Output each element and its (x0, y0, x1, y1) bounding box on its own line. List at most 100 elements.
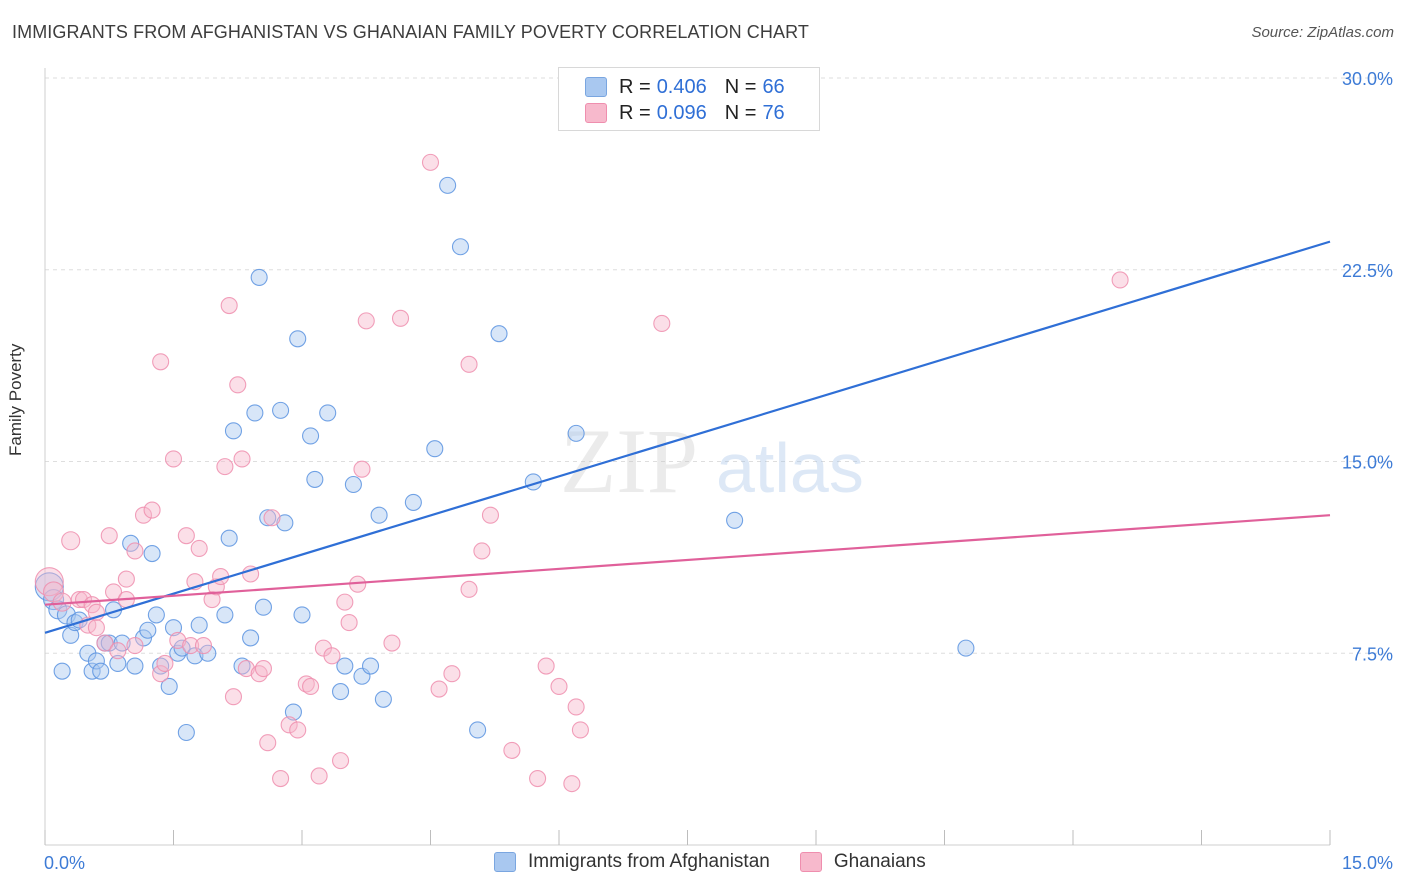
tick-labels: 7.5% 15.0% 22.5% 30.0% 0.0% 15.0% (44, 69, 1393, 873)
data-point-ghanaians (126, 637, 144, 655)
data-point-afghanistan (242, 629, 260, 647)
data-point-ghanaians (61, 531, 81, 551)
data-point-afghanistan (726, 511, 744, 529)
data-point-ghanaians (353, 460, 371, 478)
legend-n-label: N = (724, 101, 757, 124)
data-point-afghanistan (289, 330, 307, 348)
data-point-ghanaians (164, 450, 183, 468)
data-point-ghanaians (323, 647, 341, 665)
data-point-afghanistan (254, 598, 273, 616)
data-point-ghanaians (302, 677, 320, 696)
legend-r-value: 0.096 (656, 101, 707, 124)
y-tick-label: 7.5% (1352, 644, 1393, 664)
data-point-ghanaians (280, 716, 298, 734)
x-tick-label: 0.0% (44, 853, 85, 873)
legend-row-ghanaians: R = 0.096 N = 76 (585, 101, 791, 125)
y-axis-title: Family Poverty (6, 343, 25, 456)
data-point-afghanistan (272, 401, 290, 419)
legend-n-label: N = (724, 75, 757, 98)
series-legend-swatch (494, 852, 516, 872)
trend-lines (44, 240, 1331, 634)
data-point-ghanaians (430, 680, 448, 698)
data-point-afghanistan (143, 544, 161, 563)
data-point-afghanistan (160, 677, 178, 696)
legend-r-value: 0.406 (656, 75, 707, 98)
data-point-ghanaians (310, 767, 328, 785)
series-legend-swatch (799, 852, 822, 872)
data-point-ghanaians (254, 660, 273, 678)
data-point-afghanistan (224, 422, 243, 440)
data-point-ghanaians (233, 450, 251, 468)
data-point-ghanaians (460, 580, 478, 598)
data-point-ghanaians (177, 527, 195, 545)
data-point-afghanistan (370, 506, 388, 524)
data-point-afghanistan (276, 514, 294, 532)
data-point-ghanaians (571, 721, 589, 739)
data-point-afghanistan (361, 657, 380, 675)
data-point-afghanistan (92, 662, 110, 680)
watermark-atlas: atlas (716, 429, 864, 507)
data-point-afghanistan (426, 440, 444, 458)
legend-r-label: R = (619, 75, 651, 98)
data-point-afghanistan (109, 654, 127, 673)
data-point-ghanaians (289, 721, 307, 739)
chart-title: IMMIGRANTS FROM AFGHANISTAN VS GHANAIAN … (12, 22, 809, 42)
data-point-ghanaians (194, 637, 213, 655)
data-point-ghanaians (421, 153, 440, 171)
data-point-ghanaians (224, 688, 243, 706)
data-point-ghanaians (156, 654, 174, 673)
data-point-afghanistan (567, 424, 585, 442)
data-point-afghanistan (139, 621, 157, 639)
data-point-ghanaians (109, 642, 127, 660)
legend-n-value: 66 (762, 75, 785, 98)
data-point-ghanaians (1111, 271, 1129, 289)
y-tick-label: 15.0% (1342, 453, 1393, 473)
source-credit: Source: ZipAtlas.com (1251, 24, 1394, 41)
data-point-ghanaians (383, 634, 401, 652)
data-point-ghanaians (259, 734, 277, 752)
data-point-ghanaians (460, 355, 478, 373)
data-point-ghanaians (182, 637, 200, 655)
data-point-afghanistan (216, 606, 234, 624)
data-point-afghanistan (469, 721, 487, 739)
data-point-ghanaians (75, 591, 93, 609)
data-point-afghanistan (319, 404, 337, 422)
series-legend-item-ghanaians: Ghanaians (799, 851, 926, 873)
data-point-afghanistan (147, 606, 165, 624)
data-point-ghanaians (473, 542, 491, 560)
data-point-ghanaians (96, 634, 114, 652)
data-point-ghanaians (220, 296, 238, 315)
data-point-afghanistan (126, 657, 144, 675)
data-point-ghanaians (203, 591, 221, 609)
watermark: ZIP atlas (560, 410, 864, 512)
data-point-afghanistan (302, 427, 320, 445)
data-point-ghanaians (529, 769, 547, 788)
legend-row-afghanistan: R = 0.406 N = 66 (585, 75, 791, 99)
data-point-afghanistan (83, 662, 101, 680)
x-tick-label: 15.0% (1342, 853, 1393, 873)
data-point-afghanistan (87, 652, 105, 670)
trend-line-ghanaians (44, 514, 1331, 606)
series-legend: Immigrants from Afghanistan Ghanaians (494, 851, 956, 873)
data-point-afghanistan (439, 176, 457, 194)
data-point-ghanaians (263, 509, 281, 527)
data-point-afghanistan (451, 238, 470, 256)
data-point-afghanistan (259, 509, 277, 527)
data-point-afghanistan (190, 616, 208, 634)
data-point-ghanaians (443, 665, 461, 683)
legend-r-label: R = (619, 101, 651, 124)
data-points (34, 153, 1129, 793)
data-point-afghanistan (306, 470, 324, 488)
data-point-afghanistan (293, 606, 311, 624)
stats-legend: R = 0.406 N = 66 R = 0.096 N = 76 (558, 67, 820, 131)
legend-n-value: 76 (762, 101, 785, 124)
data-point-ghanaians (550, 677, 568, 696)
data-point-ghanaians (169, 631, 187, 650)
data-point-afghanistan (404, 493, 422, 511)
data-point-ghanaians (87, 619, 105, 637)
data-point-ghanaians (391, 309, 410, 327)
series-legend-item-afghanistan: Immigrants from Afghanistan (494, 851, 770, 873)
data-point-ghanaians (357, 312, 375, 330)
data-point-ghanaians (126, 542, 144, 560)
data-point-ghanaians (272, 769, 290, 788)
